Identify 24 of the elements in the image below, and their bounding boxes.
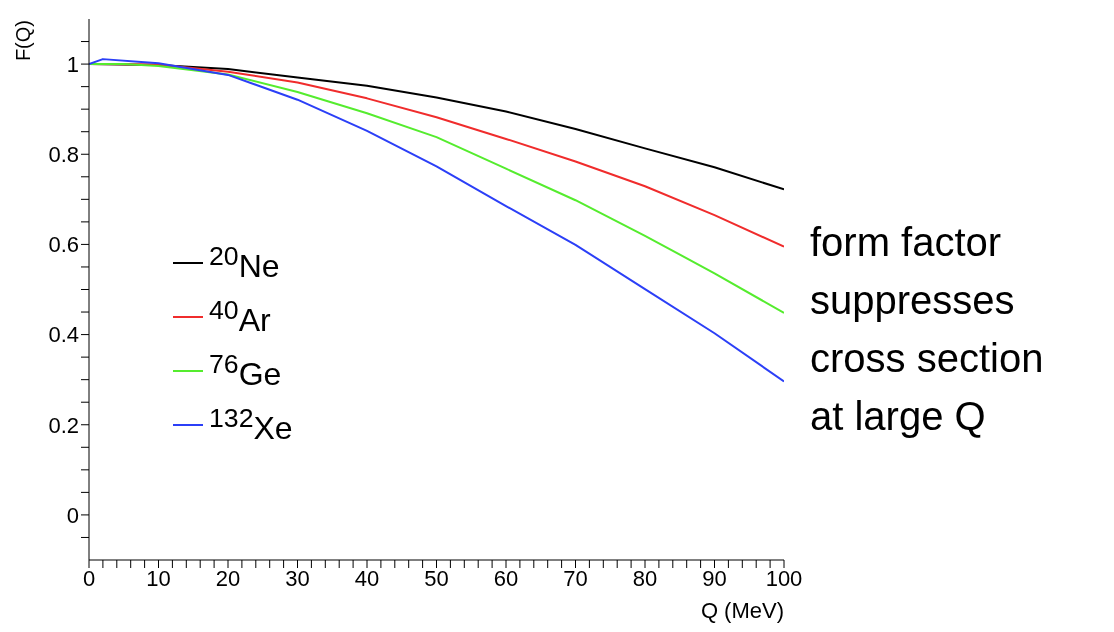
legend-label: $^{40}$Ar (209, 295, 271, 339)
legend-label: $^{76}$Ge (209, 349, 282, 393)
y-tick-label: 0.4 (48, 322, 79, 348)
y-tick-label: 1 (66, 51, 79, 77)
x-tick-label: 20 (215, 565, 241, 591)
x-tick-label: 30 (285, 565, 310, 591)
y-axis-title: F(Q) (12, 20, 35, 62)
text: form factor suppresses cross section at large Q (810, 219, 1044, 440)
y-tick-label: 0.8 (48, 142, 79, 168)
y-tick-label: 0.6 (48, 232, 79, 258)
y-tick-label: 0 (66, 502, 79, 528)
x-tick-label: 90 (702, 565, 727, 591)
x-tick-label: 50 (424, 565, 449, 591)
legend-label: $^{20}$Ne (209, 241, 280, 285)
x-tick-label: 10 (146, 565, 171, 591)
x-axis-title: Q (MeV) (700, 598, 784, 624)
y-tick-label: 0.2 (48, 412, 79, 438)
x-tick-label: 0 (82, 565, 96, 591)
x-tick-label: 100 (765, 565, 803, 591)
legend-label: $^{132}$Xe (209, 403, 293, 447)
x-tick-label: 60 (493, 565, 519, 591)
x-tick-label: 80 (632, 565, 658, 591)
x-tick-label: 40 (354, 565, 380, 591)
x-tick-label: 70 (563, 565, 588, 591)
